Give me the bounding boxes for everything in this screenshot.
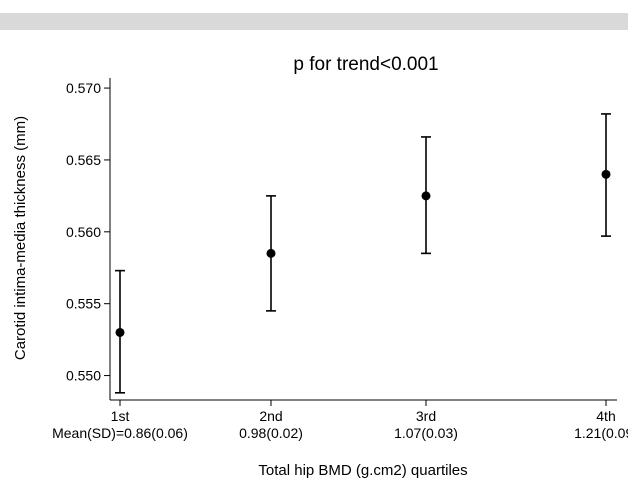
- chart-title: p for trend<0.001: [293, 54, 438, 75]
- y-tick-label: 0.570: [66, 80, 101, 96]
- x-tick-label: 3rd: [416, 408, 436, 424]
- x-tick-sublabel: 0.98(0.02): [239, 425, 303, 441]
- x-tick-sublabel: 1.07(0.03): [394, 425, 458, 441]
- x-tick-sublabel: Mean(SD)=0.86(0.06): [52, 425, 188, 441]
- data-point: [421, 191, 431, 201]
- y-tick-label: 0.550: [66, 368, 101, 384]
- data-point: [266, 248, 276, 258]
- y-tick-label: 0.565: [66, 152, 101, 168]
- data-marks: [115, 113, 611, 394]
- top-bar: [0, 13, 628, 30]
- x-tick-label: 1st: [111, 408, 130, 424]
- x-tick-label: 2nd: [259, 408, 282, 424]
- data-point: [601, 169, 611, 179]
- x-tick-sublabel: 1.21(0.09): [574, 425, 628, 441]
- x-ticks: 1stMean(SD)=0.86(0.06)2nd0.98(0.02)3rd1.…: [52, 400, 628, 441]
- y-ticks: 0.550 0.555 0.560 0.565 0.570: [66, 80, 110, 384]
- x-tick-label: 4th: [596, 408, 615, 424]
- y-axis-label: Carotid intima-media thickness (mm): [12, 116, 29, 360]
- x-axis-label: Total hip BMD (g.cm2) quartiles: [258, 462, 467, 479]
- data-point: [115, 327, 125, 337]
- y-tick-label: 0.555: [66, 296, 101, 312]
- y-tick-label: 0.560: [66, 224, 101, 240]
